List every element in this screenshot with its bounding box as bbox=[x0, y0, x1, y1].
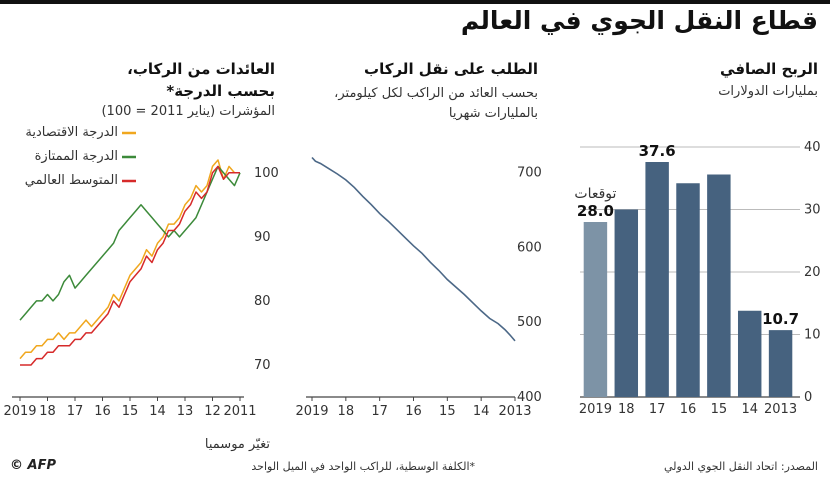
revenue-series-line-1 bbox=[19, 165, 241, 321]
revenue-xtick-label: 15 bbox=[122, 404, 139, 419]
profit-ytick-label: 20 bbox=[804, 265, 821, 280]
revenue-xtick-label: 18 bbox=[39, 404, 56, 419]
profit-bar bbox=[768, 330, 793, 397]
profit-panel-subtitle: بمليارات الدولارات bbox=[718, 84, 818, 99]
profit-xtick-label: 17 bbox=[649, 402, 666, 417]
footer-source: المصدر: اتحاد النقل الجوي الدولي bbox=[664, 460, 818, 473]
profit-ytick-label: 40 bbox=[804, 140, 821, 155]
legend-swatches bbox=[122, 131, 136, 183]
demand-xtick-label: 17 bbox=[371, 404, 388, 419]
revenue-xtick-label: 2011 bbox=[223, 404, 256, 419]
forecast-label: توقعات bbox=[574, 186, 616, 202]
profit-ytick-label: 30 bbox=[804, 203, 821, 218]
revenue-panel-subtitle: المؤشرات (يناير 2011 = 100) bbox=[101, 104, 275, 119]
legend-label-average: المتوسط العالمي bbox=[24, 173, 118, 188]
profit-ytick-label: 0 bbox=[804, 390, 812, 405]
footer-footnote: *الكلفة الوسطية، للراكب الواحد في الميل … bbox=[251, 460, 475, 473]
top-rule bbox=[0, 0, 830, 4]
revenue-xtick-label: 16 bbox=[94, 404, 111, 419]
revenue-panel-title-2: بحسب الدرجة* bbox=[166, 82, 275, 100]
profit-data-label: 28.0 bbox=[577, 202, 614, 220]
revenue-ytick-label: 90 bbox=[254, 230, 271, 245]
demand-ytick-label: 600 bbox=[517, 240, 542, 255]
profit-bar bbox=[614, 209, 639, 397]
seasonal-note: تغيّر موسميا bbox=[204, 437, 270, 452]
demand-xtick-label: 14 bbox=[473, 404, 490, 419]
demand-ytick-label: 400 bbox=[517, 390, 542, 405]
revenue-ytick-label: 100 bbox=[254, 166, 279, 181]
demand-panel-title: الطلب على نقل الركاب bbox=[364, 60, 538, 78]
demand-ytick-label: 700 bbox=[517, 165, 542, 180]
profit-bar bbox=[645, 162, 669, 397]
revenue-ytick-label: 70 bbox=[254, 358, 271, 373]
demand-xtick-label: 2019 bbox=[295, 404, 328, 419]
legend-label-economy: الدرجة الاقتصادية bbox=[25, 125, 118, 140]
profit-data-label: 10.7 bbox=[762, 310, 799, 328]
page-title: قطاع النقل الجوي في العالم bbox=[460, 6, 818, 35]
revenue-xtick-label: 17 bbox=[67, 404, 84, 419]
legend-label-premium: الدرجة الممتازة bbox=[34, 149, 118, 164]
demand-panel-subtitle-1: بحسب العائد من الراكب لكل كيلومتر، bbox=[334, 86, 538, 101]
profit-bar bbox=[707, 174, 731, 397]
revenue-series-line-0 bbox=[19, 159, 240, 360]
profit-xtick-label: 18 bbox=[618, 402, 635, 417]
demand-xtick-label: 18 bbox=[338, 404, 355, 419]
profit-ytick-label: 10 bbox=[804, 328, 821, 343]
profit-data-label: 37.6 bbox=[639, 142, 676, 160]
demand-xtick-label: 15 bbox=[439, 404, 456, 419]
revenue-ytick-label: 80 bbox=[254, 294, 271, 309]
profit-bar bbox=[583, 222, 608, 397]
revenue-xtick-label: 2019 bbox=[3, 404, 36, 419]
profit-xtick-label: 2019 bbox=[579, 402, 612, 417]
revenue-series-line-2 bbox=[20, 165, 240, 366]
demand-xtick-label: 2013 bbox=[498, 404, 531, 419]
revenue-panel-title-1: العائدات من الركاب، bbox=[127, 60, 275, 78]
revenue-xtick-label: 13 bbox=[177, 404, 194, 419]
afp-logo: © AFP bbox=[10, 458, 56, 473]
demand-line-chart: 400 500 600 700 2019 18 17 16 15 14 2013 bbox=[295, 156, 542, 419]
profit-bar-chart: 0 10 20 30 40 2019 28.0 18 17 37.6 16 15 14 2013 10.7 ت… bbox=[574, 140, 820, 417]
profit-xtick-label: 2013 bbox=[764, 402, 797, 417]
profit-panel-title: الربح الصافي bbox=[720, 60, 818, 78]
demand-xtick-label: 16 bbox=[405, 404, 422, 419]
demand-panel-subtitle-2: بالمليارات شهريا bbox=[448, 106, 538, 121]
revenue-xtick-label: 12 bbox=[204, 404, 221, 419]
profit-bar bbox=[676, 183, 700, 397]
profit-xtick-label: 16 bbox=[680, 402, 697, 417]
profit-xtick-label: 14 bbox=[741, 402, 758, 417]
revenue-line-chart: 70 80 90 100 2019 18 17 16 15 14 13 12 2011 bbox=[3, 159, 279, 419]
demand-ytick-label: 500 bbox=[517, 315, 542, 330]
profit-xtick-label: 15 bbox=[711, 402, 728, 417]
demand-series-line bbox=[311, 156, 516, 342]
revenue-xtick-label: 14 bbox=[149, 404, 166, 419]
profit-bar bbox=[737, 310, 762, 397]
